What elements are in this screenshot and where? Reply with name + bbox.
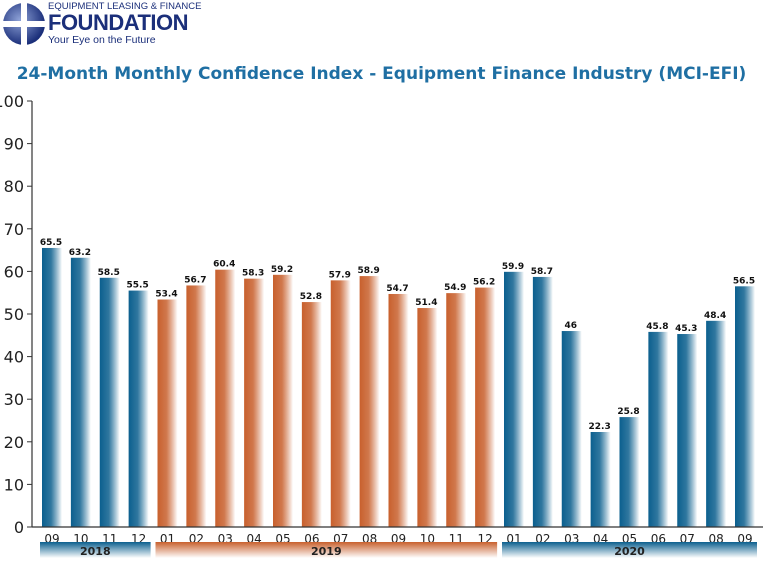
y-tick-label: 100 (0, 92, 24, 111)
bar (42, 247, 62, 527)
data-label: 58.5 (98, 268, 120, 278)
bar (532, 276, 553, 527)
bar (157, 299, 178, 527)
data-label: 46 (564, 321, 577, 331)
bar (619, 417, 640, 527)
y-tick-label: 70 (4, 220, 24, 239)
data-label: 48.4 (704, 311, 726, 321)
data-label: 56.2 (473, 278, 495, 288)
y-tick-label: 30 (4, 390, 24, 409)
bar (417, 308, 438, 527)
year-label: 2018 (80, 545, 111, 558)
y-tick-label: 10 (4, 475, 24, 494)
bar (648, 331, 669, 527)
data-label: 60.4 (213, 260, 235, 270)
y-tick-label: 50 (4, 305, 24, 324)
year-band (40, 542, 151, 558)
y-tick-label: 20 (4, 433, 24, 452)
data-label: 59.9 (502, 262, 524, 272)
y-tick-label: 40 (4, 348, 24, 367)
bar (244, 278, 265, 527)
data-label: 58.3 (242, 269, 264, 279)
bar (273, 274, 293, 527)
chart-title: 24-Month Monthly Confidence Index - Equi… (16, 64, 747, 84)
data-label: 52.8 (300, 292, 322, 302)
y-tick-label: 0 (14, 518, 24, 537)
bar (186, 285, 207, 527)
logo-line1: EQUIPMENT LEASING & FINANCE (48, 1, 202, 12)
data-label: 63.2 (69, 248, 91, 258)
bar (330, 280, 351, 527)
bar (301, 302, 322, 527)
year-band (502, 542, 757, 558)
bar (735, 286, 755, 527)
logo-tagline: Your Eye on the Future (48, 34, 156, 46)
year-band (155, 542, 498, 558)
data-label: 59.2 (271, 265, 293, 275)
data-label: 22.3 (589, 422, 611, 432)
bar (388, 293, 409, 527)
globe-logo-icon (3, 3, 45, 45)
data-label: 55.5 (127, 281, 149, 291)
bar (590, 432, 611, 527)
y-tick-label: 80 (4, 177, 24, 196)
data-label: 65.5 (40, 238, 62, 248)
bar (677, 334, 698, 527)
year-label: 2019 (311, 545, 342, 558)
bar (99, 277, 120, 527)
bar (561, 331, 582, 527)
bar (475, 287, 496, 527)
y-tick-label: 60 (4, 262, 24, 281)
data-label: 45.8 (646, 322, 668, 332)
year-label: 2020 (614, 545, 645, 558)
data-label: 25.8 (617, 407, 639, 417)
data-label: 53.4 (155, 290, 177, 300)
data-label: 54.9 (444, 283, 466, 293)
bar (128, 290, 149, 527)
foundation-logo: EQUIPMENT LEASING & FINANCE FOUNDATION Y… (2, 2, 202, 48)
logo-line2: FOUNDATION (48, 10, 189, 35)
bar (359, 276, 380, 527)
bar (446, 293, 467, 527)
bar (70, 257, 91, 527)
bar (504, 271, 524, 527)
bar (706, 320, 727, 527)
data-label: 45.3 (675, 324, 697, 334)
data-label: 58.9 (358, 266, 380, 276)
data-label: 58.7 (531, 267, 553, 277)
data-label: 54.7 (386, 284, 408, 294)
data-label: 56.5 (733, 276, 755, 286)
data-label: 51.4 (415, 298, 437, 308)
y-tick-label: 90 (4, 135, 24, 154)
data-label: 56.7 (184, 275, 206, 285)
data-label: 57.9 (329, 270, 351, 280)
bar (215, 269, 236, 527)
